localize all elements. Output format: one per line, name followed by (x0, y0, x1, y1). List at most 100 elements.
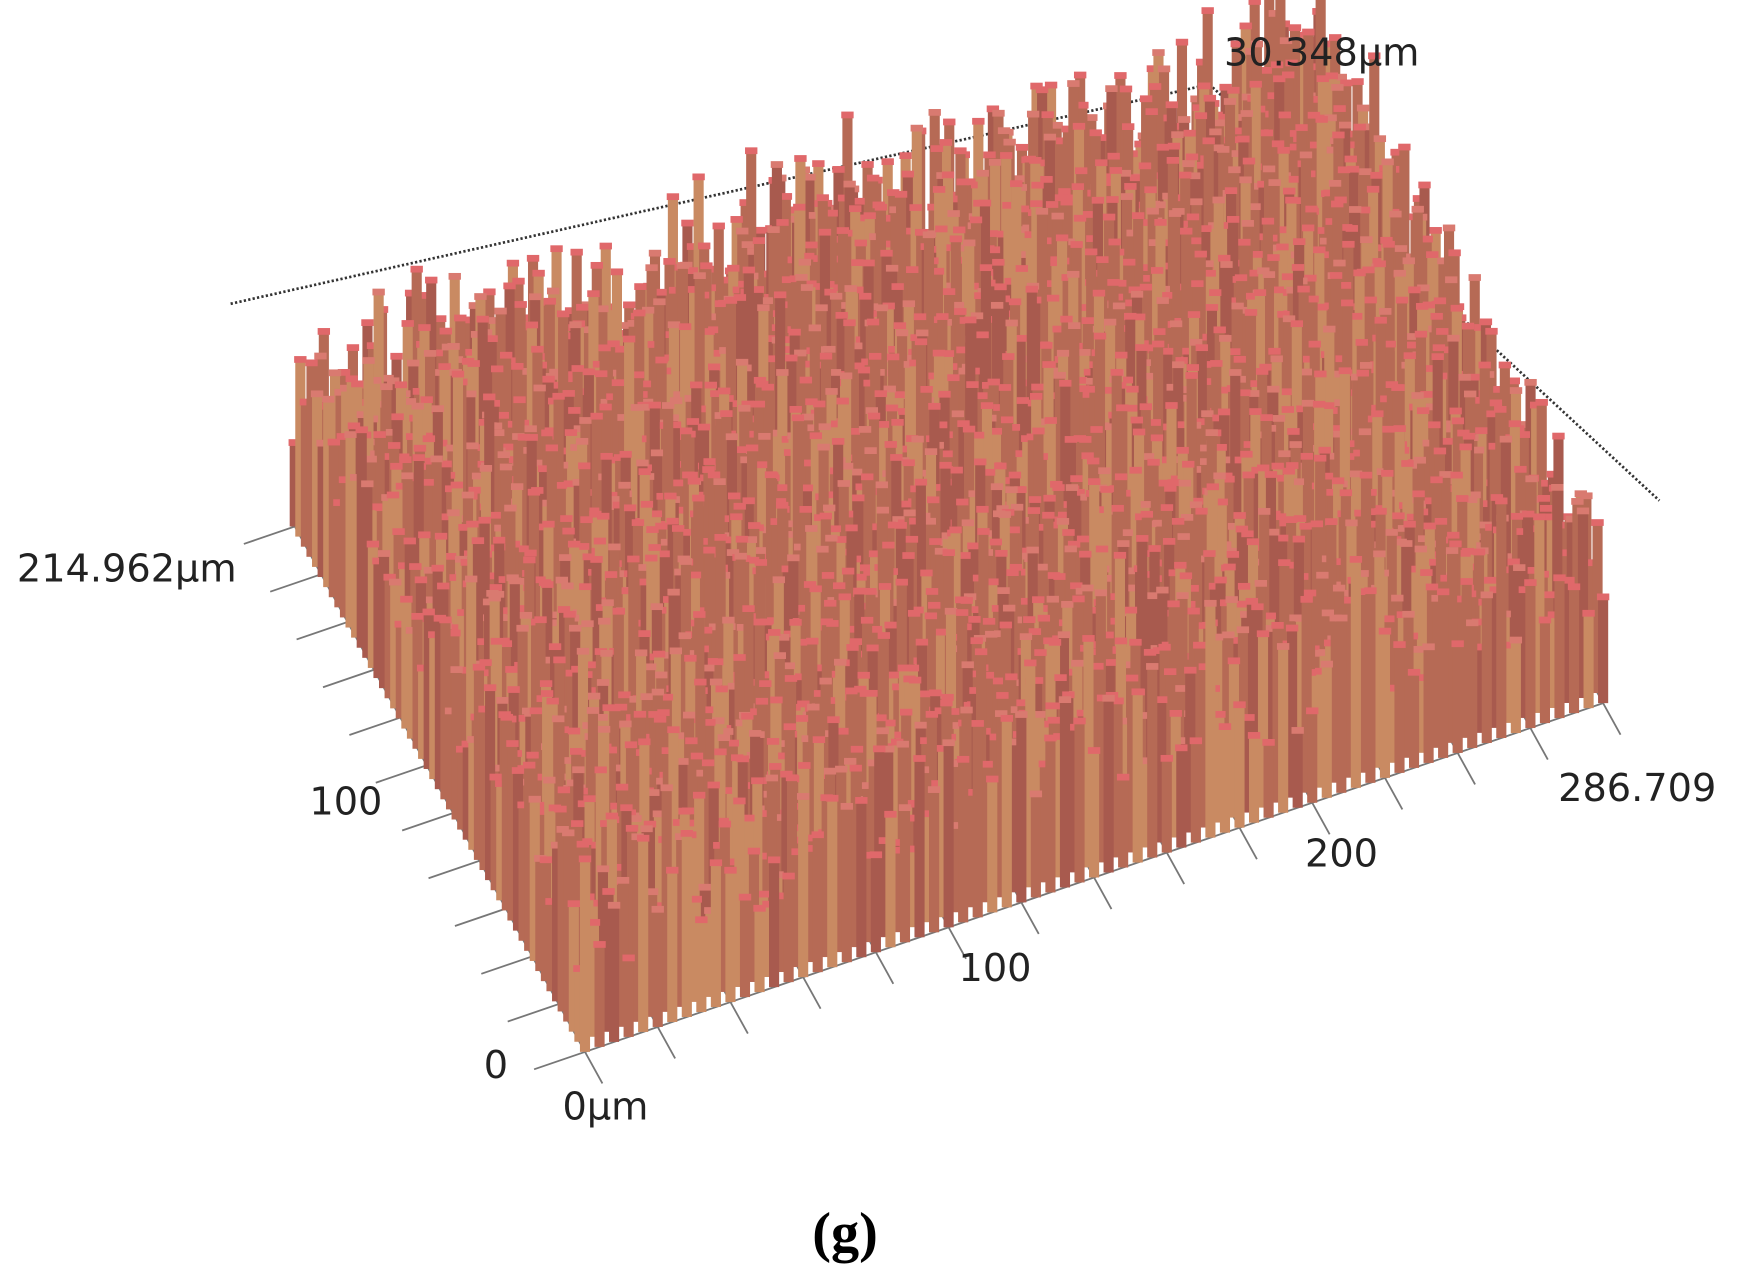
surface-peak (412, 387, 426, 395)
surface-peak (601, 599, 614, 607)
surface-peak (825, 534, 838, 542)
surface-peak (504, 504, 517, 512)
surface-peak (395, 482, 409, 490)
surface-peak (950, 363, 964, 370)
surface-peak (1231, 150, 1244, 157)
surface-peak (1329, 34, 1342, 41)
surface-peak (1051, 212, 1064, 220)
surface-peak (1345, 130, 1359, 138)
surface-peak (970, 181, 984, 189)
surface-peak (581, 620, 594, 628)
surface-peak (1153, 328, 1166, 335)
surface-peak (732, 286, 746, 294)
surface-peak (516, 545, 529, 553)
surface-peak (1170, 475, 1184, 483)
surface-peak (419, 292, 432, 299)
surface-peak (1324, 114, 1337, 122)
surface-peak (962, 425, 976, 433)
surface-peak (597, 512, 610, 520)
surface-peak (499, 640, 513, 648)
surface-peak (543, 656, 556, 664)
surface-peak (542, 375, 555, 383)
surface-peak (1334, 196, 1347, 204)
surface-peak (863, 379, 876, 387)
surface-peak (418, 531, 431, 539)
surface-peak (403, 398, 417, 405)
surface-column (406, 629, 418, 739)
surface-peak (799, 376, 813, 384)
surface-peak (798, 604, 811, 612)
surface-peak (1043, 494, 1056, 502)
surface-column (1060, 382, 1071, 575)
surface-peak (1406, 341, 1420, 349)
surface-peak (671, 525, 685, 532)
surface-peak (366, 342, 380, 350)
surface-peak (1015, 450, 1028, 458)
surface-peak (843, 319, 856, 327)
surface-peak (1228, 166, 1241, 174)
surface-peak (670, 479, 684, 487)
surface-peak (1054, 194, 1068, 202)
surface-peak (1160, 347, 1174, 355)
surface-column (401, 598, 412, 729)
surface-peak (640, 500, 654, 508)
surface-peak (485, 550, 498, 558)
surface-peak (920, 385, 933, 393)
surface-peak (819, 512, 833, 520)
surface-peak (1133, 313, 1146, 321)
surface-peak (1248, 0, 1261, 5)
surface-peak (1257, 267, 1270, 275)
surface-peak (570, 248, 583, 256)
surface-peak (645, 554, 658, 562)
surface-peak (1091, 196, 1105, 204)
surface-peak (1441, 346, 1455, 354)
surface-peak (1323, 40, 1336, 48)
surface-peak (1412, 195, 1426, 202)
surface-peak (410, 265, 423, 273)
surface-peak (579, 583, 592, 591)
surface-peak (1271, 140, 1285, 148)
surface-peak (852, 494, 865, 502)
surface-peak (754, 559, 768, 566)
surface-peak (337, 369, 351, 376)
surface-peak (524, 549, 537, 557)
surface-peak (664, 492, 677, 500)
surface-peak (1120, 193, 1134, 200)
surface-peak (1086, 235, 1099, 242)
surface-peak (1014, 486, 1027, 494)
surface-peak (913, 313, 927, 321)
surface-peak (1411, 205, 1424, 213)
surface-peak (1323, 325, 1336, 333)
surface-peak (990, 483, 1004, 491)
surface-peak (546, 287, 560, 295)
surface-peak (1281, 71, 1295, 79)
surface-peak (927, 203, 940, 211)
surface-peak (744, 536, 758, 543)
surface-peak (669, 397, 683, 405)
surface-peak (1041, 111, 1054, 119)
surface-peak (1127, 174, 1140, 182)
surface-peak (598, 617, 611, 625)
surface-peak (446, 444, 459, 452)
surface-peak (439, 616, 452, 624)
surface-peak (565, 375, 579, 383)
surface-peak (1179, 171, 1192, 179)
surface-peak (1346, 165, 1360, 173)
surface-peak (996, 230, 1010, 238)
surface-peak (1284, 172, 1297, 180)
surface-peak (903, 227, 917, 235)
surface-peak (1079, 436, 1092, 443)
surface-peak (704, 381, 717, 389)
surface-peak (841, 111, 854, 119)
surface-peak (1152, 49, 1165, 56)
surface-peak (828, 369, 842, 376)
surface-peak (992, 258, 1005, 266)
surface-column (434, 617, 445, 790)
surface-peak (519, 611, 533, 619)
surface-peak (1283, 187, 1296, 195)
surface-peak (883, 385, 896, 393)
surface-peak (808, 212, 822, 219)
surface-peak (816, 194, 829, 202)
surface-peak (618, 691, 631, 699)
